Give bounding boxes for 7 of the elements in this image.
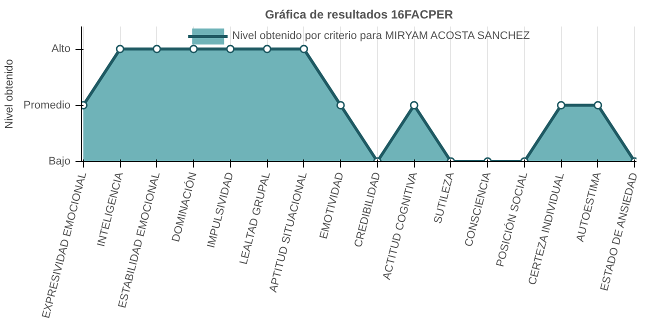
category-label: Alto: [52, 43, 71, 55]
y-axis-title: Nivel obtenido: [3, 59, 16, 129]
legend-label: Nivel obtenido por criterio para MIRYAM ACOSTA SANCHEZ: [232, 30, 530, 42]
category-label: Bajo: [48, 156, 71, 168]
category-label: Promedio: [23, 99, 70, 112]
chart-title: Gráfica de resultados 16FACPER: [264, 8, 454, 22]
x-tick-label: LEALTAD GRUPAL: [238, 170, 273, 266]
